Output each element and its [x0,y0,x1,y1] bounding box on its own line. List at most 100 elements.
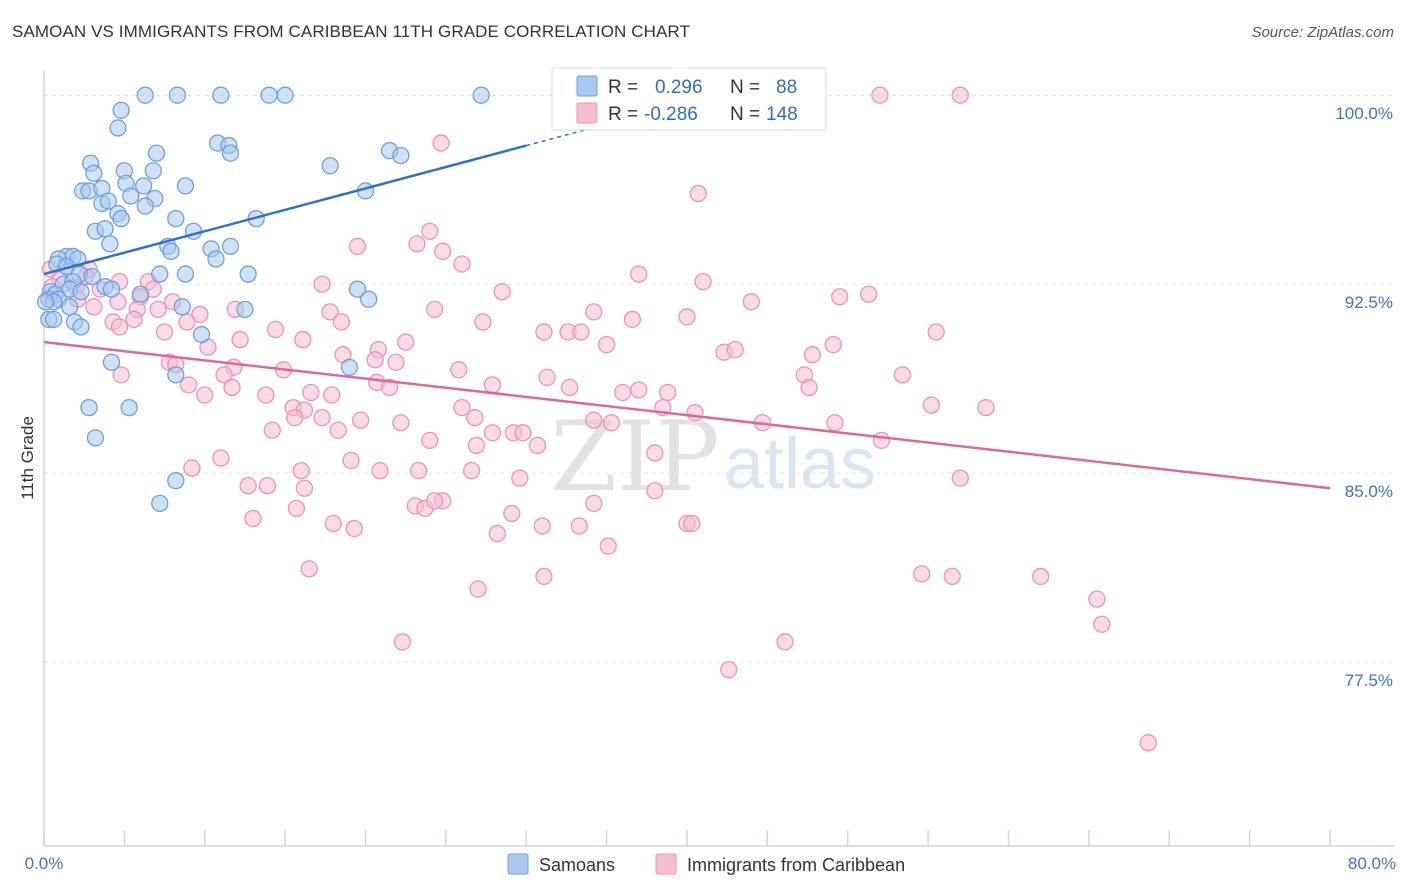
y-tick-labels: 77.5% 85.0% 92.5% 100.0% [1335,104,1393,690]
x-ticks [43,830,1331,846]
caribbean-trend-line [43,340,1331,490]
caribbean-point [212,449,230,467]
legend-swatch-caribbean [655,853,677,875]
caribbean-n-value: 148 [766,104,798,125]
caribbean-point [742,293,760,311]
caribbean-point [191,305,209,324]
samoan-point [168,86,187,104]
caribbean-r-value: -0.286 [644,104,698,125]
caribbean-point [387,353,405,371]
samoan-point [321,157,339,175]
watermark: ZIP atlas [550,401,876,513]
caribbean-point [585,303,603,321]
caribbean-point [597,335,616,354]
caribbean-point [462,461,481,480]
caribbean-point [533,517,551,535]
caribbean-point [215,366,233,384]
caribbean-point [380,378,399,397]
caribbean-point [561,378,579,397]
caribbean-point [332,313,351,331]
caribbean-point [927,323,945,341]
caribbean-point [570,517,588,535]
caribbean-point [678,308,696,326]
caribbean-point [223,378,241,397]
samoan-point [101,235,119,253]
caribbean-point [646,444,664,462]
caribbean-point [302,383,320,402]
caribbean-point [85,298,103,316]
caribbean-point [977,398,995,417]
y-tick-label: 100.0% [1335,104,1393,123]
samoan-point [162,242,180,261]
caribbean-point [342,451,360,470]
caribbean-point [467,436,486,455]
samoan-point [360,290,378,308]
caribbean-point [686,403,704,422]
caribbean-point [425,492,444,510]
caribbean-point [257,386,275,404]
caribbean-point [614,383,632,402]
caribbean-point [453,398,471,417]
samoan-point [151,265,169,283]
caribbean-r-label: R = [608,104,638,125]
caribbean-point [683,514,701,533]
samoan-point [112,101,130,119]
caribbean-point [483,376,502,394]
caribbean-point [450,361,468,379]
caribbean-point [1139,734,1158,752]
caribbean-point [646,482,664,500]
caribbean-point [239,477,257,495]
caribbean-point [623,310,641,329]
caribbean-point [352,411,370,429]
source-credit: Source: ZipAtlas.com [1251,24,1394,41]
caribbean-point [323,386,341,404]
y-tick-label: 85.0% [1345,482,1393,501]
caribbean-point [483,424,502,442]
caribbean-point [913,565,931,583]
samoan-point [44,310,63,329]
caribbean-point [951,469,969,487]
chart-title: SAMOAN VS IMMIGRANTS FROM CARIBBEAN 11TH… [12,22,690,41]
samoan-point [212,86,230,104]
caribbean-n-label: N = [730,104,760,125]
caribbean-point [324,514,343,533]
samoan-point [83,267,101,286]
caribbean-point [488,524,506,543]
caribbean-point [345,519,363,538]
samoan-point [109,119,127,137]
legend-label-caribbean: Immigrants from Caribbean [687,855,905,875]
caribbean-point [726,341,744,359]
caribbean-point [585,411,603,429]
legend-swatch-samoans [507,853,529,875]
caribbean-point [244,509,262,528]
caribbean-point [434,242,452,261]
caribbean-point [826,414,844,432]
caribbean-point [397,333,415,351]
caribbean-point [371,461,389,480]
caribbean-point [392,414,410,432]
caribbean-point [329,421,347,439]
caribbean-point [585,494,603,513]
x-tick-label-min: 0.0% [25,854,64,873]
caribbean-point [266,320,285,339]
samoan-point [192,325,211,344]
y-tick-label: 92.5% [1345,293,1393,312]
samoan-points [36,86,490,513]
caribbean-point [474,313,492,331]
samoan-point [144,162,162,180]
caribbean-point [295,479,314,497]
legend-label-samoans: Samoans [539,855,615,875]
samoan-point [221,144,240,162]
samoan-trend-extension [526,127,591,147]
samoan-point [36,293,55,311]
samoan-point [135,177,153,195]
samoans-r-value: 0.296 [655,77,703,98]
samoan-point [112,209,130,228]
series-legend: Samoans Immigrants from Caribbean [507,853,905,875]
caribbean-point [493,283,511,301]
caribbean-points [41,86,1158,752]
caribbean-point [528,436,547,455]
caribbean-point [720,660,738,679]
samoan-point [260,86,278,104]
